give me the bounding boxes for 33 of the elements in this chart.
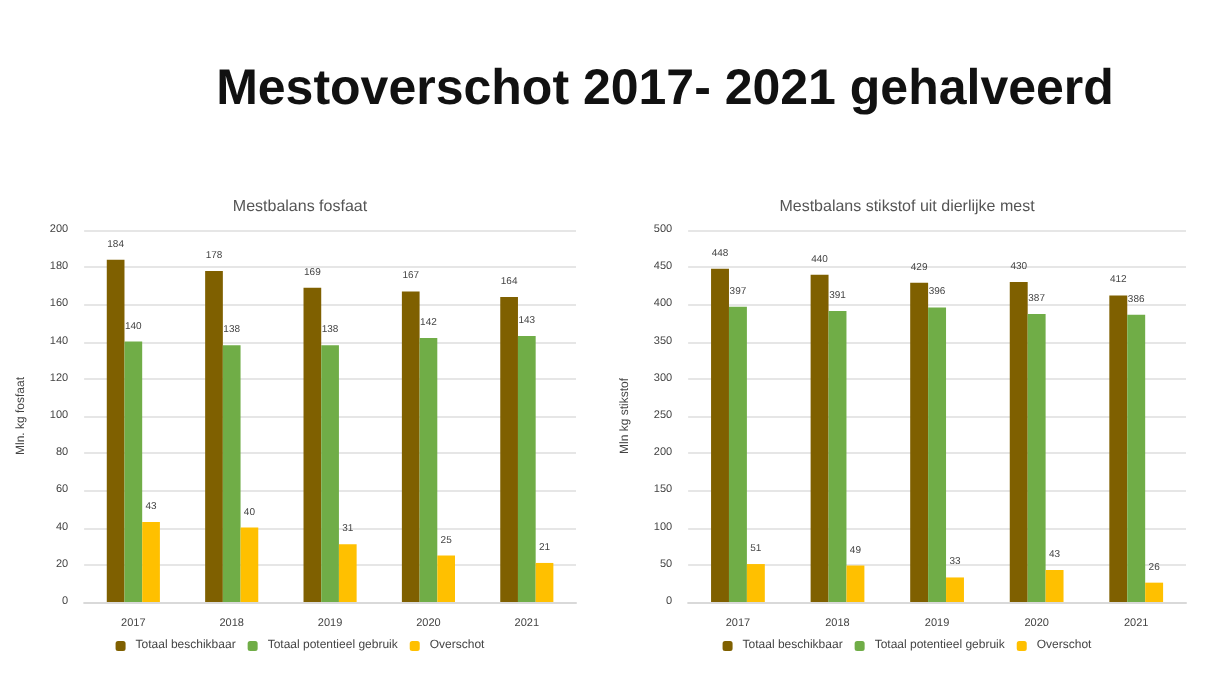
chart-title: Mestbalans fosfaat [232, 197, 369, 215]
text: Mestoverschot 2017- 2021 gehalveerd [214, 60, 1116, 118]
bar [205, 270, 223, 602]
bar [910, 282, 929, 602]
bar [946, 577, 964, 602]
bar [1109, 295, 1128, 602]
bar [517, 336, 536, 602]
chart-title: Mestbalans stikstof uit dierlijke mest [779, 197, 1037, 215]
bar [711, 268, 729, 602]
bar [1127, 314, 1146, 602]
bar [1045, 570, 1064, 602]
bar [1027, 314, 1046, 602]
bar [437, 555, 456, 602]
bar [321, 345, 339, 602]
bar [222, 345, 241, 602]
bar [303, 287, 322, 602]
bar [846, 565, 865, 602]
bar [1009, 282, 1028, 602]
bar [535, 562, 554, 602]
bar [928, 307, 947, 602]
bar [1145, 582, 1164, 602]
bar [106, 259, 125, 602]
bar [401, 291, 420, 602]
bar [142, 522, 160, 602]
bar [746, 564, 765, 602]
bar [728, 306, 747, 602]
bar [338, 544, 357, 602]
bar [828, 311, 847, 602]
bar [240, 527, 259, 602]
bar [810, 274, 829, 602]
bar [124, 341, 143, 602]
bar [500, 296, 518, 602]
bar [419, 337, 438, 602]
